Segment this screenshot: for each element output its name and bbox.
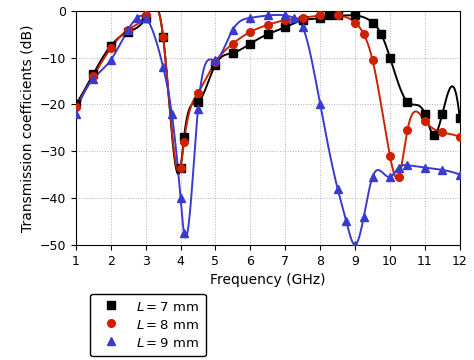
$L = 7$ mm <box>431 132 437 137</box>
$L = 7$ mm <box>181 135 187 139</box>
$L = 7$ mm <box>370 20 375 24</box>
$L = 9$ mm <box>283 13 288 18</box>
$L = 8$ mm <box>396 175 401 179</box>
$L = 9$ mm <box>195 107 201 111</box>
$L = 8$ mm <box>300 15 306 20</box>
$L = 7$ mm <box>195 100 201 104</box>
$L = 8$ mm <box>143 13 148 18</box>
$L = 9$ mm <box>457 172 463 177</box>
$L = 8$ mm <box>160 35 166 39</box>
$L = 9$ mm <box>387 175 393 179</box>
$L = 9$ mm <box>335 186 340 191</box>
$L = 7$ mm <box>335 13 340 18</box>
$L = 9$ mm <box>396 166 401 170</box>
$L = 8$ mm <box>213 60 219 64</box>
$L = 8$ mm <box>352 20 358 24</box>
$L = 7$ mm <box>265 32 271 36</box>
$L = 9$ mm <box>169 112 174 116</box>
Line: $L = 7$ mm: $L = 7$ mm <box>72 12 464 171</box>
$L = 7$ mm <box>422 112 428 116</box>
$L = 7$ mm <box>457 116 463 121</box>
$L = 8$ mm <box>125 27 131 32</box>
$L = 9$ mm <box>160 65 166 69</box>
$L = 8$ mm <box>247 30 253 34</box>
$L = 8$ mm <box>178 166 183 170</box>
$L = 7$ mm <box>387 55 393 60</box>
$L = 7$ mm <box>230 51 236 55</box>
$L = 8$ mm <box>405 128 410 132</box>
Line: $L = 8$ mm: $L = 8$ mm <box>72 12 464 181</box>
$L = 7$ mm <box>439 112 445 116</box>
$L = 9$ mm <box>265 13 271 18</box>
Y-axis label: Transmission coefficients (dB): Transmission coefficients (dB) <box>20 24 34 231</box>
$L = 8$ mm <box>439 130 445 135</box>
$L = 9$ mm <box>125 27 131 32</box>
$L = 7$ mm <box>405 100 410 104</box>
$L = 7$ mm <box>247 41 253 46</box>
$L = 7$ mm <box>300 18 306 22</box>
$L = 7$ mm <box>73 102 79 107</box>
$L = 7$ mm <box>283 25 288 30</box>
$L = 8$ mm <box>361 32 366 36</box>
$L = 9$ mm <box>317 102 323 107</box>
$L = 8$ mm <box>335 13 340 18</box>
$L = 9$ mm <box>370 175 375 179</box>
$L = 8$ mm <box>317 13 323 18</box>
$L = 7$ mm <box>143 15 148 20</box>
$L = 7$ mm <box>108 44 114 48</box>
$L = 8$ mm <box>265 23 271 27</box>
$L = 9$ mm <box>344 219 349 224</box>
$L = 9$ mm <box>213 58 219 62</box>
$L = 8$ mm <box>108 46 114 50</box>
$L = 9$ mm <box>73 112 79 116</box>
$L = 9$ mm <box>230 27 236 32</box>
$L = 9$ mm <box>361 215 366 219</box>
$L = 9$ mm <box>91 77 96 81</box>
$L = 8$ mm <box>181 140 187 144</box>
Legend: $L = 7$ mm, $L = 8$ mm, $L = 9$ mm: $L = 7$ mm, $L = 8$ mm, $L = 9$ mm <box>90 293 206 356</box>
$L = 7$ mm <box>91 72 96 76</box>
Line: $L = 9$ mm: $L = 9$ mm <box>72 12 464 249</box>
$L = 7$ mm <box>378 32 384 36</box>
$L = 8$ mm <box>387 154 393 158</box>
$L = 7$ mm <box>213 63 219 67</box>
$L = 8$ mm <box>195 90 201 95</box>
$L = 9$ mm <box>247 15 253 20</box>
$L = 8$ mm <box>370 58 375 62</box>
$L = 8$ mm <box>457 135 463 139</box>
$L = 9$ mm <box>300 25 306 30</box>
$L = 9$ mm <box>352 243 358 247</box>
$L = 9$ mm <box>422 166 428 170</box>
$L = 7$ mm <box>352 13 358 18</box>
$L = 9$ mm <box>405 163 410 167</box>
$L = 7$ mm <box>160 35 166 39</box>
$L = 7$ mm <box>125 30 131 34</box>
X-axis label: Frequency (GHz): Frequency (GHz) <box>210 273 326 287</box>
$L = 9$ mm <box>108 58 114 62</box>
$L = 7$ mm <box>326 13 332 18</box>
$L = 9$ mm <box>134 15 140 20</box>
$L = 8$ mm <box>230 41 236 46</box>
$L = 8$ mm <box>422 119 428 123</box>
$L = 7$ mm <box>317 15 323 20</box>
$L = 7$ mm <box>178 166 183 170</box>
$L = 9$ mm <box>439 168 445 172</box>
$L = 9$ mm <box>178 196 183 200</box>
$L = 8$ mm <box>91 74 96 78</box>
$L = 8$ mm <box>73 104 79 109</box>
$L = 9$ mm <box>291 15 297 20</box>
$L = 9$ mm <box>181 231 187 235</box>
$L = 9$ mm <box>143 15 148 20</box>
$L = 8$ mm <box>283 18 288 22</box>
